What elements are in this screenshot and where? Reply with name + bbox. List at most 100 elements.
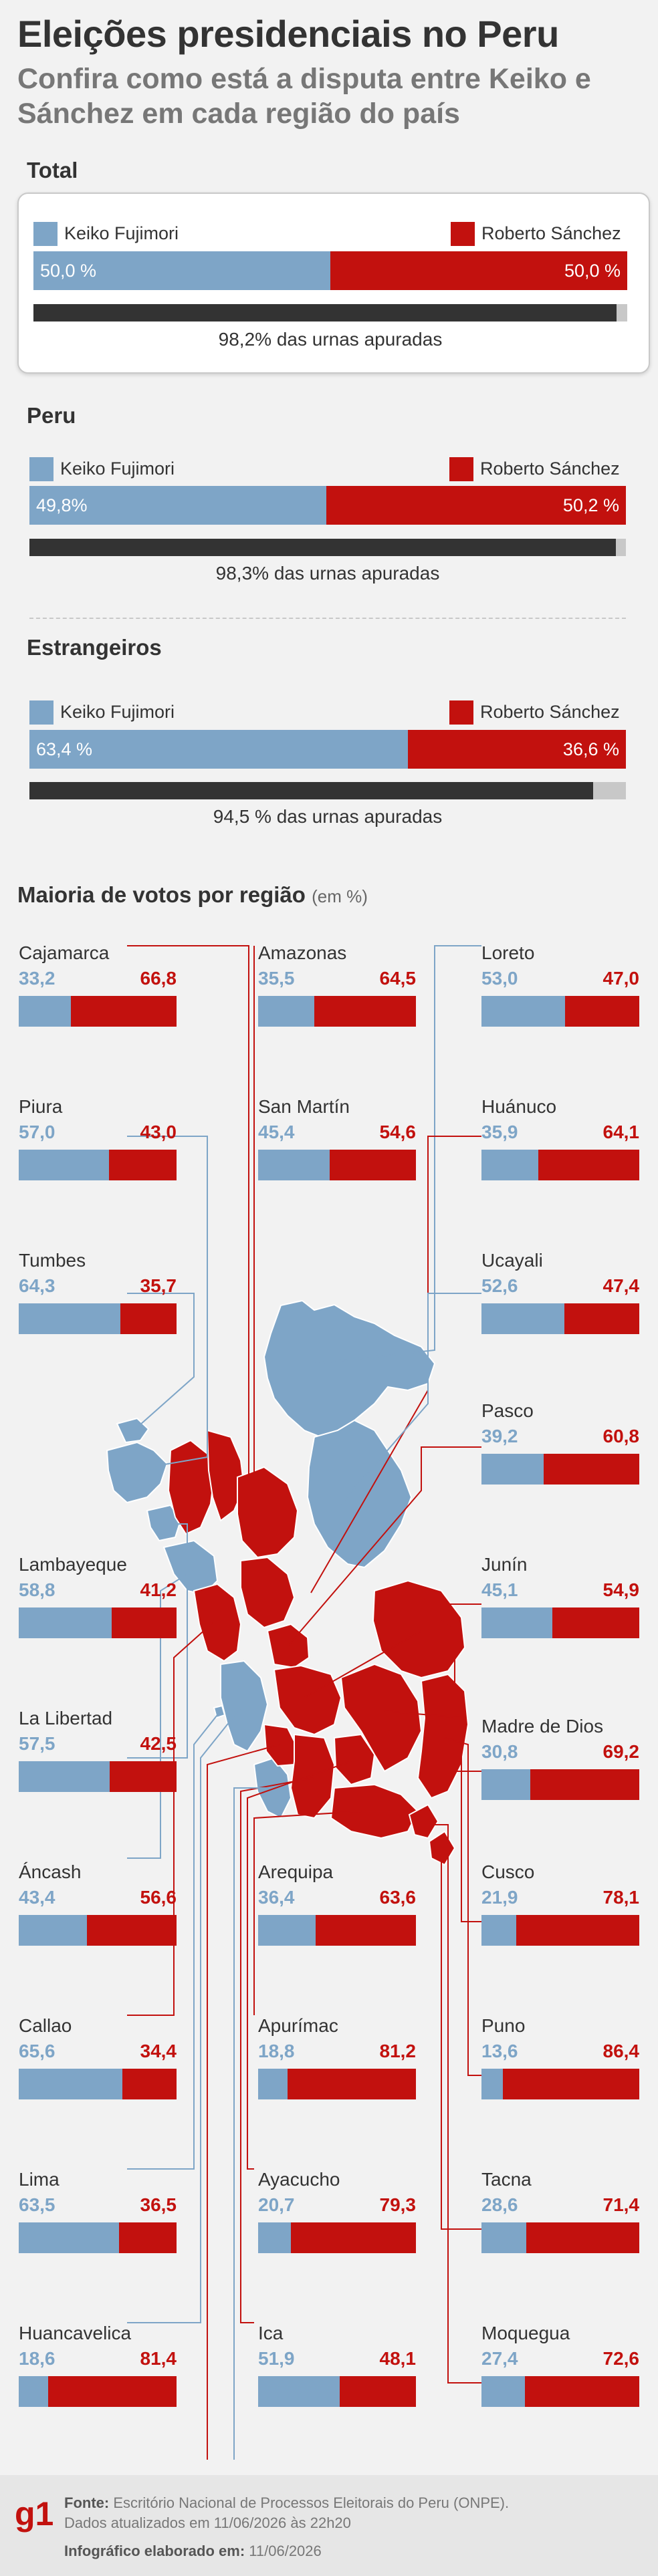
region-bar: [19, 1915, 177, 1946]
urns-progress-fill: [29, 539, 616, 556]
region-values: 57,0 43,0: [19, 1122, 177, 1143]
region-keiko-value: 53,0: [481, 968, 518, 989]
region-keiko-value: 18,6: [19, 2348, 56, 2369]
region-sanchez-bar: [47, 2376, 177, 2407]
region-bar: [19, 1761, 177, 1792]
map-apurimac: [333, 1733, 376, 1786]
region-bar: [481, 1303, 639, 1334]
region-chart: Apurímac 18,8 81,2: [258, 2015, 416, 2099]
region-name: Ica: [258, 2323, 284, 2343]
region-bar: [258, 1150, 416, 1180]
region-values: 33,2 66,8: [19, 968, 177, 989]
region-sanchez-bar: [87, 1915, 177, 1946]
region-keiko-bar: [258, 1915, 316, 1946]
urns-progress-text: 98,2% das urnas apuradas: [218, 329, 443, 350]
region-values: 18,6 81,4: [19, 2348, 177, 2369]
map-ayacucho: [290, 1733, 336, 1819]
region-keiko-value: 57,0: [19, 1122, 56, 1142]
region-keiko-value: 20,7: [258, 2194, 295, 2215]
region-keiko-bar: [19, 1915, 88, 1946]
region-bar: [258, 2222, 416, 2253]
region-name: Moquegua: [481, 2323, 570, 2343]
region-keiko-value: 33,2: [19, 968, 56, 989]
map-cajamarca: [167, 1439, 215, 1535]
map-arequipa: [330, 1783, 419, 1839]
region-values: 63,5 36,5: [19, 2194, 177, 2216]
region-keiko-bar: [481, 1303, 565, 1334]
region-sanchez-value: 60,8: [602, 1426, 640, 1446]
region-bar: [481, 2376, 639, 2407]
vote-bar: 50,0 % 50,0 %: [33, 251, 627, 290]
region-values: 27,4 72,6: [481, 2348, 639, 2369]
region-sanchez-bar: [122, 2069, 177, 2099]
region-name: Cajamarca: [19, 942, 110, 963]
region-keiko-bar: [481, 1150, 538, 1180]
region-name: Piura: [19, 1096, 63, 1117]
region-chart: Puno 13,6 86,4: [481, 2015, 639, 2099]
peru-map: [106, 945, 481, 2460]
region-keiko-value: 51,9: [258, 2348, 295, 2369]
region-sanchez-value: 63,6: [379, 1887, 417, 1908]
region-sanchez-bar: [526, 2222, 639, 2253]
region-sanchez-bar: [524, 2376, 639, 2407]
region-name: Huancavelica: [19, 2323, 132, 2343]
footer-source: Fonte: Escritório Nacional de Processos …: [64, 2494, 510, 2511]
legend-sanchez-swatch: [449, 700, 473, 725]
region-name: La Libertad: [19, 1708, 113, 1728]
region-values: 30,8 69,2: [481, 1741, 639, 1763]
region-name: Ucayali: [481, 1250, 543, 1271]
region-keiko-bar: [481, 996, 566, 1027]
region-chart: Amazonas 35,5 64,5: [258, 942, 416, 1027]
region-sanchez-bar: [565, 996, 639, 1027]
legend-sanchez-label: Roberto Sánchez: [480, 702, 620, 722]
urns-progress-bar: [29, 539, 626, 556]
urns-progress-fill: [33, 304, 617, 321]
legend-keiko-label: Keiko Fujimori: [60, 459, 175, 479]
region-values: 52,6 47,4: [481, 1275, 639, 1297]
footer-updated: Dados atualizados em 11/06/2026 às 22h20: [64, 2515, 351, 2531]
region-keiko-value: 35,5: [258, 968, 295, 989]
region-values: 35,5 64,5: [258, 968, 416, 989]
keiko-bar-segment: 49,8%: [29, 486, 327, 525]
region-bar: [19, 1150, 177, 1180]
region-keiko-bar: [481, 1769, 530, 1800]
region-keiko-bar: [481, 2069, 504, 2099]
region-chart: La Libertad 57,5 42,5: [19, 1708, 177, 1792]
region-name: Pasco: [481, 1400, 534, 1421]
region-bar: [481, 1150, 639, 1180]
section-title: Estrangeiros: [27, 635, 162, 660]
region-sanchez-value: 66,8: [140, 968, 177, 989]
region-keiko-bar: [19, 1303, 120, 1334]
region-name: Huánuco: [481, 1096, 557, 1117]
region-name: Tumbes: [19, 1250, 86, 1271]
region-sanchez-value: 81,4: [140, 2348, 177, 2369]
legend-sanchez-swatch: [451, 222, 475, 246]
section-title-total: Total: [27, 158, 78, 182]
region-keiko-bar: [481, 1915, 516, 1946]
region-keiko-value: 57,5: [19, 1733, 56, 1754]
region-sanchez-bar: [340, 2376, 416, 2407]
region-values: 58,8 41,2: [19, 1579, 177, 1601]
region-bar: [19, 1607, 177, 1638]
urns-progress-bar: [29, 782, 626, 799]
region-keiko-value: 28,6: [481, 2194, 518, 2215]
urns-progress-text: 98,3% das urnas apuradas: [215, 563, 440, 584]
region-keiko-bar: [19, 996, 72, 1027]
region-chart: Áncash 43,4 56,6: [19, 1861, 177, 1946]
region-keiko-value: 64,3: [19, 1275, 56, 1296]
region-bar: [481, 1915, 639, 1946]
region-name: Lima: [19, 2169, 60, 2190]
region-sanchez-bar: [530, 1769, 639, 1800]
region-keiko-bar: [258, 2222, 291, 2253]
vote-bar: 49,8% 50,2 %: [29, 486, 626, 525]
region-sanchez-value: 35,7: [140, 1275, 177, 1296]
region-sanchez-value: 54,6: [379, 1122, 417, 1142]
region-chart: Tumbes 64,3 35,7: [19, 1250, 177, 1334]
footer-credit: Infográfico elaborado em: 11/06/2026: [64, 2543, 322, 2559]
region-keiko-value: 30,8: [481, 1741, 518, 1762]
region-name: Loreto: [481, 942, 535, 963]
region-sanchez-bar: [71, 996, 177, 1027]
region-chart: Cajamarca 33,2 66,8: [19, 942, 177, 1027]
region-keiko-value: 27,4: [481, 2348, 518, 2369]
footer: [0, 2475, 658, 2576]
